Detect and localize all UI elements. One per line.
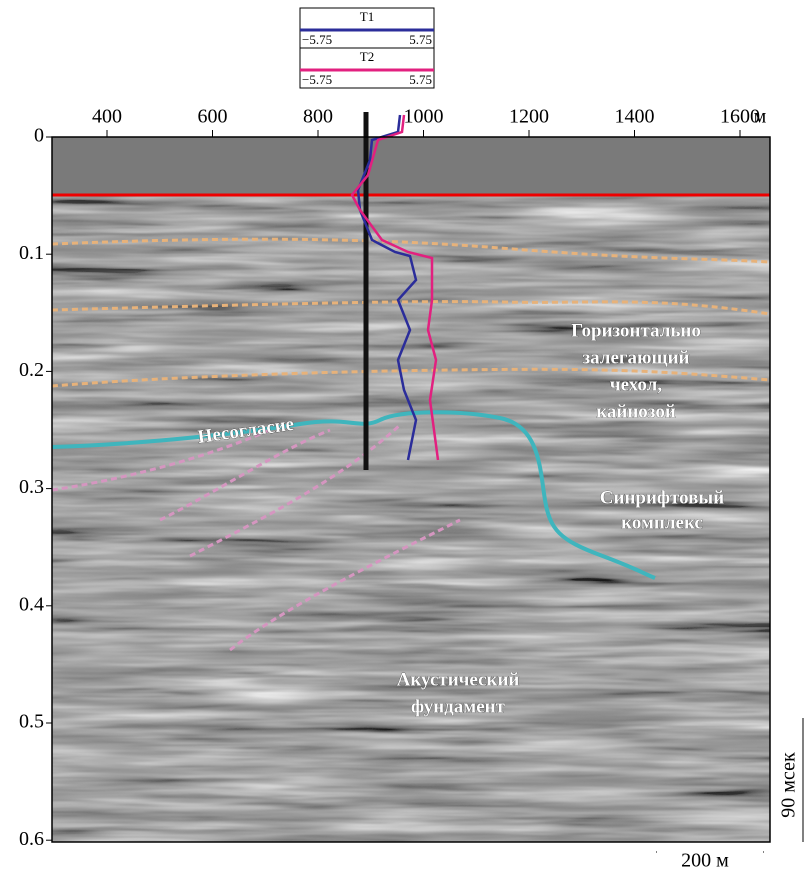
legend-max: 5.75 [409, 72, 432, 87]
log-t1 [356, 114, 418, 461]
y-tick-label: 0.3 [19, 476, 44, 498]
y-tick-label: 0.6 [19, 828, 44, 850]
legend-name: T2 [360, 49, 374, 64]
legend-box [299, 7, 435, 49]
annotation: комплекс [621, 512, 703, 533]
legend: T1 −5.75 5.75 T2 −5.75 5.75 [299, 7, 435, 89]
x-tick-label: 1000 [404, 106, 444, 128]
unconformity-line [51, 410, 656, 580]
legend-min: −5.75 [302, 32, 332, 47]
scale-label-h: 200 м [681, 850, 729, 872]
reflections [52, 196, 770, 842]
scale-label-v: 90 мсек [778, 752, 800, 818]
annotation: фундамент [411, 696, 506, 717]
frame [51, 136, 771, 843]
x-tick-label: 1600 [720, 106, 760, 128]
annotation: Горизонтально [571, 320, 701, 341]
water-layer [52, 137, 770, 195]
horizons [51, 237, 771, 388]
x-tick-label: 800 [303, 106, 333, 128]
scale-bars: 90 мсек 200 м [656, 718, 804, 872]
x-tick-label: 400 [92, 106, 122, 128]
log-t2 [350, 114, 440, 461]
annotation: Синрифтовый [600, 487, 724, 508]
y-tick-label: 0.1 [19, 242, 44, 264]
y-tick-label: 0.4 [19, 593, 44, 615]
legend-name: T1 [360, 9, 374, 24]
y-tick-label: 0 [34, 125, 44, 147]
annotation: Акустический [397, 669, 520, 690]
y-axis: 0 0.1 0.2 0.3 0.4 0.5 0.6 [19, 125, 52, 850]
y-tick-label: 0.2 [19, 359, 44, 381]
legend-box [299, 47, 435, 89]
seismic-section [51, 112, 771, 842]
x-tick-label: 1400 [615, 106, 655, 128]
annotation: кайнозой [596, 401, 676, 422]
legend-max: 5.75 [409, 32, 432, 47]
annotation: чехол, [610, 374, 662, 395]
x-tick-label: 1200 [509, 106, 549, 128]
annotation: залегающий [583, 347, 690, 368]
x-axis-unit: м [754, 106, 767, 128]
y-tick-label: 0.5 [19, 711, 44, 733]
x-tick-label: 600 [198, 106, 228, 128]
synrift-reflectors [51, 423, 461, 652]
legend-min: −5.75 [302, 72, 332, 87]
